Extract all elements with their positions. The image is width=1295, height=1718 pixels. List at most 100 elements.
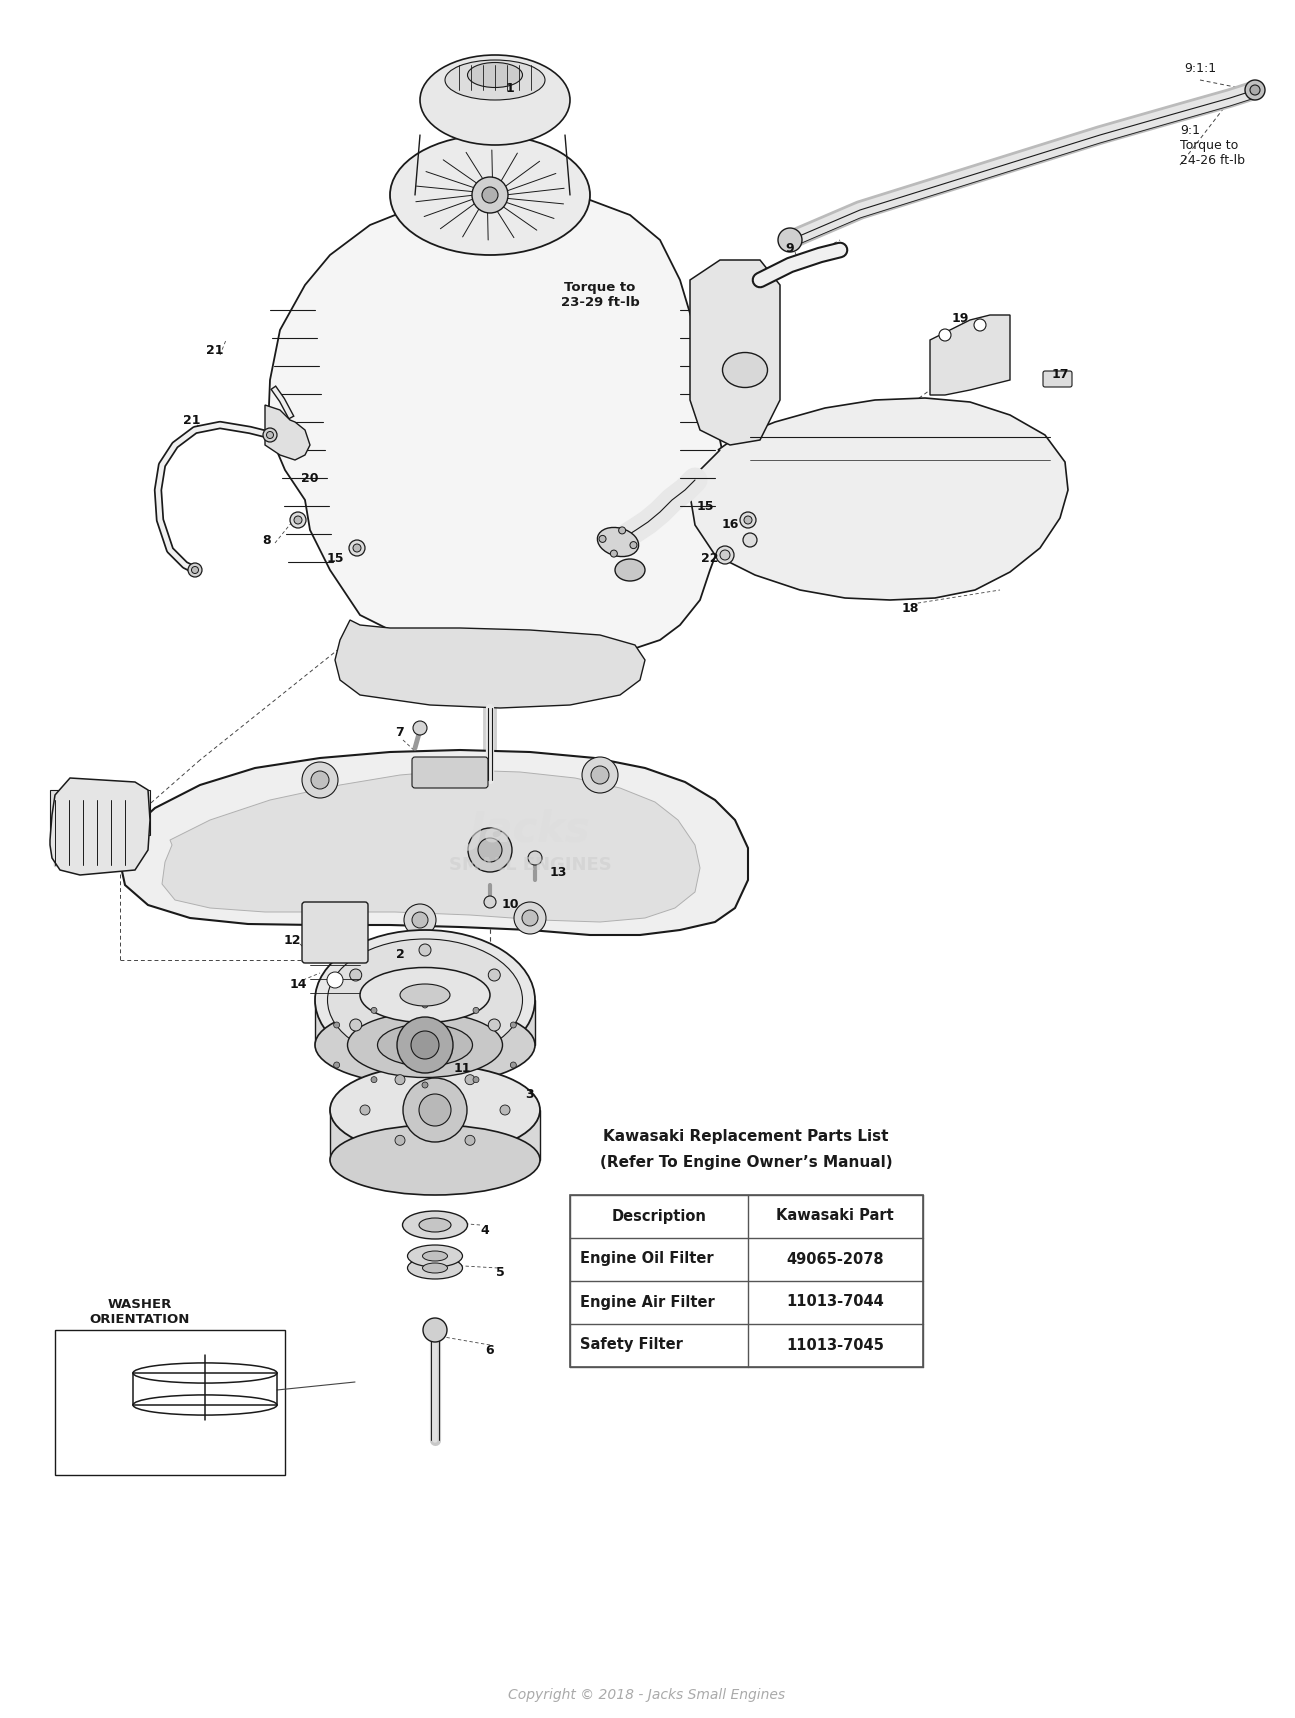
- FancyBboxPatch shape: [1042, 371, 1072, 387]
- Circle shape: [478, 838, 502, 862]
- Circle shape: [600, 536, 606, 543]
- Circle shape: [610, 550, 618, 557]
- Ellipse shape: [420, 55, 570, 144]
- Ellipse shape: [360, 967, 490, 1022]
- Ellipse shape: [315, 929, 535, 1070]
- Text: 8: 8: [263, 534, 272, 546]
- Circle shape: [311, 771, 329, 789]
- Text: 1: 1: [505, 81, 514, 94]
- Circle shape: [350, 1019, 361, 1031]
- Ellipse shape: [390, 136, 591, 254]
- Circle shape: [465, 1136, 475, 1146]
- Bar: [570, 1196, 923, 1368]
- Circle shape: [522, 911, 537, 926]
- Text: Description: Description: [611, 1208, 707, 1223]
- Circle shape: [328, 972, 343, 988]
- Text: 11: 11: [453, 1062, 471, 1074]
- Circle shape: [412, 912, 429, 928]
- Circle shape: [334, 1062, 339, 1069]
- Circle shape: [500, 1105, 510, 1115]
- Circle shape: [354, 545, 361, 551]
- Circle shape: [404, 904, 436, 936]
- Circle shape: [778, 228, 802, 253]
- Circle shape: [743, 533, 758, 546]
- Ellipse shape: [422, 1263, 448, 1273]
- Circle shape: [974, 320, 985, 332]
- Circle shape: [484, 897, 496, 909]
- Circle shape: [420, 943, 431, 955]
- Ellipse shape: [597, 527, 638, 557]
- Circle shape: [1250, 84, 1260, 94]
- Text: 2: 2: [396, 948, 404, 962]
- Text: 3: 3: [526, 1089, 535, 1101]
- FancyBboxPatch shape: [421, 1022, 435, 1058]
- Text: SMALL ENGINES: SMALL ENGINES: [448, 856, 611, 874]
- Circle shape: [514, 902, 546, 935]
- Text: Kawasaki Part: Kawasaki Part: [776, 1208, 894, 1223]
- Circle shape: [471, 177, 508, 213]
- Ellipse shape: [467, 62, 522, 88]
- Circle shape: [294, 515, 302, 524]
- Text: Kawasaki Replacement Parts List: Kawasaki Replacement Parts List: [603, 1129, 888, 1144]
- Text: 12: 12: [284, 933, 300, 947]
- Text: 17: 17: [1052, 368, 1068, 381]
- Text: Jacks: Jacks: [470, 809, 591, 850]
- Circle shape: [413, 722, 427, 735]
- Bar: [51, 790, 150, 835]
- Circle shape: [348, 539, 365, 557]
- Circle shape: [370, 1007, 377, 1014]
- Circle shape: [350, 969, 361, 981]
- Circle shape: [581, 758, 618, 794]
- Text: 15: 15: [326, 551, 343, 565]
- Circle shape: [629, 541, 637, 548]
- Ellipse shape: [315, 1005, 535, 1086]
- Polygon shape: [265, 405, 310, 460]
- Polygon shape: [690, 259, 780, 445]
- Ellipse shape: [403, 1211, 467, 1239]
- Text: 9:1
Torque to
24-26 ft-lb: 9:1 Torque to 24-26 ft-lb: [1180, 124, 1244, 167]
- Circle shape: [267, 431, 273, 438]
- Circle shape: [739, 512, 756, 527]
- Text: 7: 7: [396, 725, 404, 739]
- Text: 13: 13: [549, 866, 567, 880]
- Text: 49065-2078: 49065-2078: [786, 1251, 883, 1266]
- Text: 4: 4: [480, 1223, 490, 1237]
- Circle shape: [290, 512, 306, 527]
- Ellipse shape: [378, 1024, 473, 1065]
- Ellipse shape: [133, 1362, 277, 1383]
- Text: 9: 9: [786, 242, 794, 254]
- Text: 6: 6: [486, 1343, 495, 1357]
- Circle shape: [745, 515, 752, 524]
- Text: (Refer To Engine Owner’s Manual): (Refer To Engine Owner’s Manual): [600, 1156, 892, 1170]
- Circle shape: [395, 1136, 405, 1146]
- Text: 14: 14: [289, 979, 307, 991]
- Circle shape: [423, 1318, 447, 1342]
- Circle shape: [1244, 81, 1265, 100]
- Circle shape: [302, 763, 338, 797]
- Ellipse shape: [723, 352, 768, 388]
- Text: 5: 5: [496, 1266, 504, 1278]
- Text: 9:1:1: 9:1:1: [1184, 62, 1216, 74]
- Ellipse shape: [408, 1246, 462, 1266]
- Polygon shape: [162, 770, 701, 923]
- Text: 10: 10: [501, 899, 519, 912]
- Ellipse shape: [328, 940, 522, 1062]
- Polygon shape: [335, 620, 645, 708]
- Circle shape: [188, 564, 202, 577]
- Circle shape: [473, 1077, 479, 1082]
- Circle shape: [422, 1082, 429, 1087]
- Text: 18: 18: [901, 601, 918, 615]
- Text: Torque to
23-29 ft-lb: Torque to 23-29 ft-lb: [561, 282, 640, 309]
- Text: Engine Oil Filter: Engine Oil Filter: [580, 1251, 714, 1266]
- Polygon shape: [315, 1000, 535, 1045]
- Circle shape: [488, 969, 500, 981]
- Circle shape: [398, 1017, 453, 1074]
- Ellipse shape: [330, 1065, 540, 1154]
- Text: 21: 21: [206, 344, 224, 357]
- Circle shape: [488, 1019, 500, 1031]
- Text: Safety Filter: Safety Filter: [580, 1338, 682, 1352]
- Circle shape: [334, 1022, 339, 1027]
- Ellipse shape: [400, 984, 449, 1007]
- Polygon shape: [330, 1110, 540, 1160]
- Circle shape: [482, 187, 499, 203]
